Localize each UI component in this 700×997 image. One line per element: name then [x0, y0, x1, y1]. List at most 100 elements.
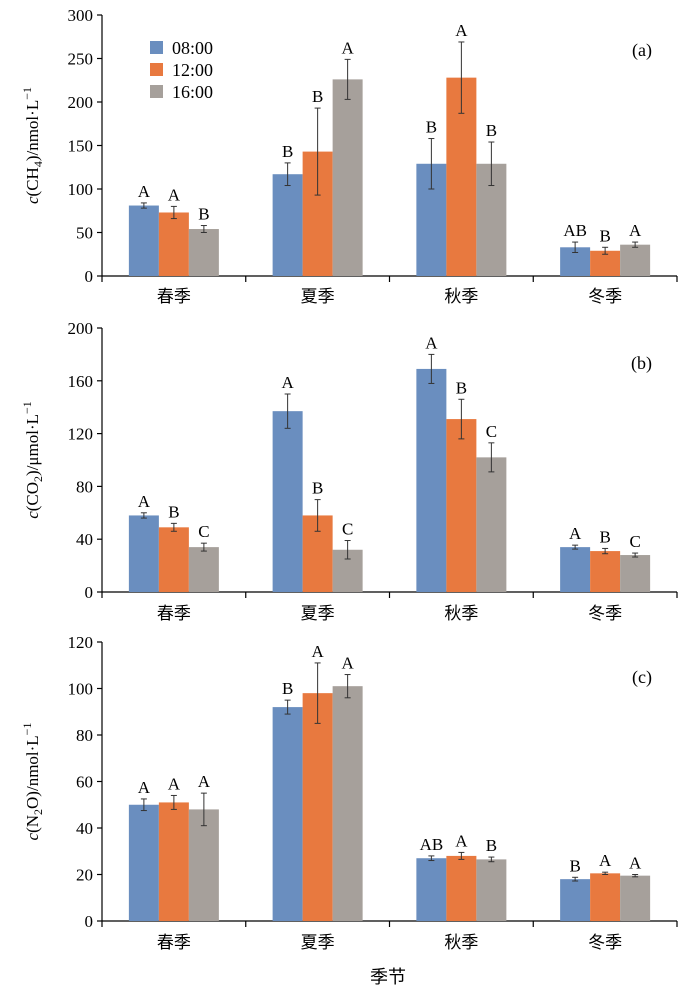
y-tick-label: 50: [76, 224, 93, 243]
y-tick-label: 0: [85, 267, 94, 286]
y-label-sub: 2: [31, 809, 45, 815]
significance-letter: A: [425, 333, 438, 352]
y-tick-label: 80: [76, 726, 93, 745]
significance-letter: A: [138, 492, 151, 511]
significance-letter: A: [629, 221, 642, 240]
bar: [332, 79, 363, 276]
category-label: 夏季: [301, 933, 335, 952]
y-axis-label: c(N2O)/nmol·L−1: [20, 723, 45, 841]
bar: [332, 686, 363, 921]
significance-letter: AB: [420, 835, 444, 854]
y-tick-label: 0: [85, 583, 94, 602]
significance-letter: A: [599, 851, 612, 870]
legend-swatch: [150, 41, 163, 54]
bar: [590, 250, 621, 276]
y-tick-label: 250: [68, 50, 94, 69]
y-tick-label: 0: [85, 912, 94, 931]
significance-letter: A: [198, 772, 211, 791]
significance-letter: A: [629, 854, 642, 873]
bar: [620, 555, 651, 592]
x-axis-title: 季节: [370, 967, 406, 987]
significance-letter: B: [168, 502, 179, 521]
bar: [128, 205, 159, 276]
significance-letter: B: [456, 378, 467, 397]
y-label-italic: c: [23, 832, 42, 840]
y-label-pre: (CH: [23, 167, 42, 196]
y-tick-label: 160: [68, 372, 94, 391]
bar: [272, 411, 303, 592]
category-label: 秋季: [444, 287, 478, 306]
significance-letter: B: [198, 205, 209, 224]
significance-letter: C: [342, 520, 353, 539]
bar: [188, 229, 219, 276]
significance-letter: A: [168, 185, 181, 204]
significance-letter: B: [426, 118, 437, 137]
legend-swatch: [150, 63, 163, 76]
legend-label: 08:00: [172, 38, 213, 58]
y-label-sup: −1: [20, 401, 34, 414]
category-label: 冬季: [588, 933, 622, 952]
category-label: 春季: [157, 933, 191, 952]
y-tick-label: 100: [68, 180, 94, 199]
bar: [416, 368, 447, 592]
y-label-post: )/μmol·L: [23, 414, 42, 476]
y-tick-label: 120: [68, 425, 94, 444]
bar: [446, 419, 477, 592]
bar: [158, 212, 189, 276]
significance-letter: C: [486, 422, 497, 441]
significance-letter: B: [312, 87, 323, 106]
bar: [620, 875, 651, 921]
bar: [476, 457, 507, 592]
bar: [128, 515, 159, 592]
y-label-sub: 2: [31, 476, 45, 482]
bar: [560, 879, 591, 921]
bar: [272, 707, 303, 921]
y-axis-label: c(CO2)/μmol·L−1: [20, 401, 45, 519]
significance-letter: A: [455, 831, 468, 850]
y-label-sup: −1: [20, 723, 34, 736]
significance-letter: A: [569, 524, 582, 543]
y-tick-label: 80: [76, 477, 93, 496]
significance-letter: A: [341, 38, 354, 57]
significance-letter: C: [198, 522, 209, 541]
y-tick-label: 200: [68, 319, 94, 338]
significance-letter: B: [282, 679, 293, 698]
significance-letter: B: [282, 142, 293, 161]
category-label: 冬季: [588, 604, 622, 623]
significance-letter: B: [569, 856, 580, 875]
category-label: 秋季: [444, 933, 478, 952]
category-label: 春季: [157, 287, 191, 306]
significance-letter: A: [311, 642, 324, 661]
category-label: 秋季: [444, 604, 478, 623]
bar: [416, 858, 447, 921]
y-tick-label: 40: [76, 819, 93, 838]
bar: [590, 873, 621, 921]
bar: [188, 547, 219, 592]
y-tick-label: 100: [68, 680, 94, 699]
significance-letter: A: [341, 654, 354, 673]
bar: [188, 809, 219, 921]
y-axis-label: c(CH4)/nmol·L−1: [20, 87, 45, 204]
y-label-sup: −1: [20, 87, 34, 100]
y-label-sub: 4: [31, 161, 45, 167]
bar: [590, 551, 621, 592]
y-tick-label: 60: [76, 773, 93, 792]
significance-letter: A: [138, 778, 151, 797]
legend-label: 12:00: [172, 60, 213, 80]
category-label: 夏季: [301, 604, 335, 623]
y-label-post: O)/nmol·L: [23, 735, 42, 809]
significance-letter: C: [629, 532, 640, 551]
bar: [560, 547, 591, 592]
significance-letter: B: [486, 121, 497, 140]
category-label: 冬季: [588, 287, 622, 306]
significance-letter: A: [281, 373, 294, 392]
significance-letter: B: [486, 836, 497, 855]
bar: [302, 693, 333, 921]
significance-letter: AB: [563, 221, 587, 240]
y-tick-label: 120: [68, 633, 94, 652]
bar: [128, 804, 159, 921]
y-tick-label: 150: [68, 137, 94, 156]
significance-letter: B: [312, 479, 323, 498]
